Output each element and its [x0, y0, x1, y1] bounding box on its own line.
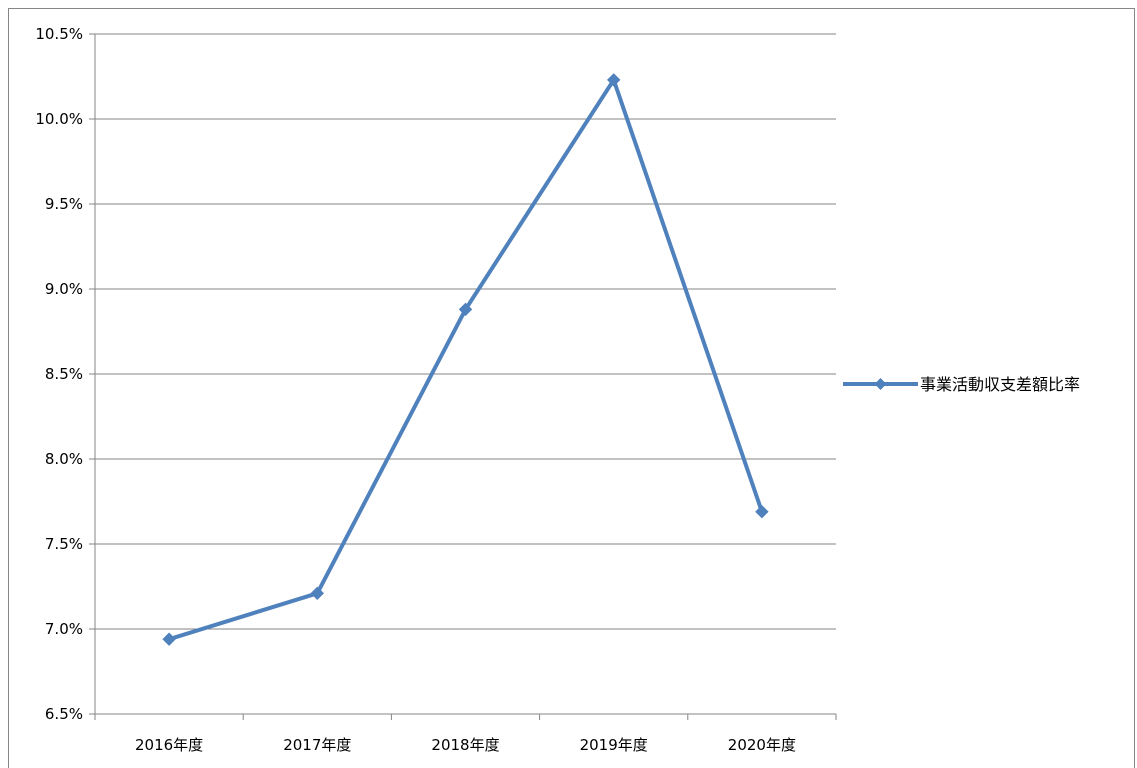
data-point-marker [162, 632, 176, 646]
y-tick-label: 10.0% [35, 110, 83, 128]
y-tick-label: 10.5% [35, 25, 83, 43]
legend-item: 事業活動収支差額比率 [843, 375, 1080, 394]
series-layer [162, 73, 769, 646]
x-tick-label: 2016年度 [135, 736, 203, 754]
legend-label: 事業活動収支差額比率 [920, 375, 1080, 394]
y-tick-label: 7.0% [45, 620, 83, 638]
x-tick-label: 2019年度 [580, 736, 648, 754]
data-point-marker [310, 586, 325, 601]
y-tick-label: 9.5% [45, 195, 83, 213]
axes [89, 33, 837, 720]
y-tick-label: 8.0% [45, 450, 83, 468]
data-point-marker [458, 302, 473, 317]
data-point-marker [755, 504, 769, 519]
series-group [162, 73, 769, 646]
chart-frame [8, 8, 1135, 768]
y-tick-label: 8.5% [45, 365, 83, 383]
y-tick-label: 9.0% [45, 280, 83, 298]
data-point-marker [606, 73, 621, 87]
x-axis-tick-labels: 2016年度 2017年度 2018年度 2019年度 2020年度 [135, 736, 796, 754]
y-axis-tick-labels: 6.5% 7.0% 7.5% 8.0% 8.5% 9.0% 9.5% 10.0% 10.5% [35, 25, 83, 723]
series-line [167, 77, 764, 642]
legend-marker-swatch [874, 378, 887, 390]
x-tick-label: 2017年度 [283, 736, 351, 754]
x-tick-label: 2020年度 [728, 736, 796, 754]
y-tick-label: 7.5% [45, 535, 83, 553]
y-tick-label: 6.5% [45, 705, 83, 723]
gridlines [95, 33, 836, 715]
legend: 事業活動収支差額比率 [843, 375, 1080, 394]
x-tick-label: 2018年度 [431, 736, 499, 754]
